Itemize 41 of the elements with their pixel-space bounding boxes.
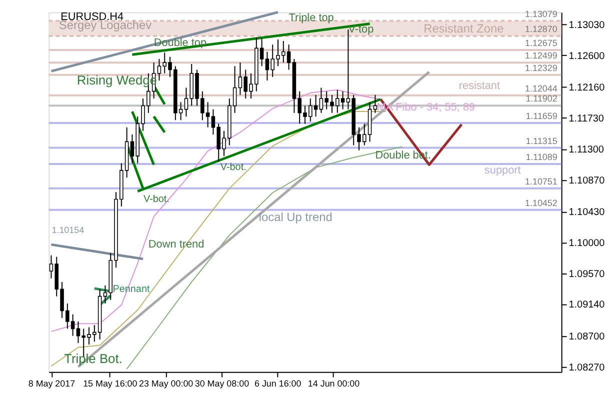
band-label: Resistant Zone [424,21,504,36]
x-tick-label: 23 May 00:00 [138,378,194,388]
ref-line-label: 1.12329 [525,62,558,73]
annotation: resistant [458,80,500,92]
ref-line-label: 1.13079 [525,8,558,19]
ref-line-label: 1.12870 [525,24,558,34]
y-tick-label: 1.11300 [568,144,604,156]
ref-line-label: 1.11902 [526,94,558,104]
y-tick-label: 1.13030 [568,20,606,31]
annotation: V-bot. [144,194,170,206]
annotation: 1.10154 [52,224,84,235]
y-tick-label: 1.12600 [568,50,606,62]
ref-line-label: 1.11315 [526,136,558,146]
x-tick-label: 15 May 16:00 [83,378,138,388]
ref-line-label: 1.12499 [525,50,558,61]
y-tick-label: 1.09570 [568,268,606,280]
ref-line-label: 1.10452 [525,198,558,208]
x-tick-label: 8 May 2017 [28,378,76,388]
ref-line-label: 1.12675 [525,38,558,48]
annotation: Triple top [288,12,334,24]
annotation: Triple Bot. [64,351,122,366]
annotation: V-top [348,23,374,36]
annotation: support [484,164,521,176]
y-tick-label: 1.10000 [568,238,606,249]
y-tick-label: 1.09140 [568,300,606,311]
ref-line-label: 1.11659 [526,111,558,122]
y-tick-label: 1.12160 [568,82,606,94]
ref-line-label: 1.10751 [525,176,558,186]
ref-line-label: 1.11089 [526,152,558,162]
y-tick-label: 1.08700 [568,331,606,342]
y-tick-label: 1.11730 [568,113,604,124]
x-tick-label: 14 Jun 00:00 [308,378,360,388]
annotation: local Up trend [258,210,332,224]
y-tick-label: 1.10430 [568,206,606,218]
x-tick-label: 30 May 08:00 [194,378,250,388]
y-tick-label: 1.10870 [568,175,606,186]
annotation: V-bot. [220,162,246,173]
annotation: Pennant [112,284,150,296]
x-tick-label: 6 Jun 16:00 [254,378,302,388]
y-tick-label: 1.08270 [568,362,606,374]
ref-line-label: 1.12044 [525,83,558,94]
